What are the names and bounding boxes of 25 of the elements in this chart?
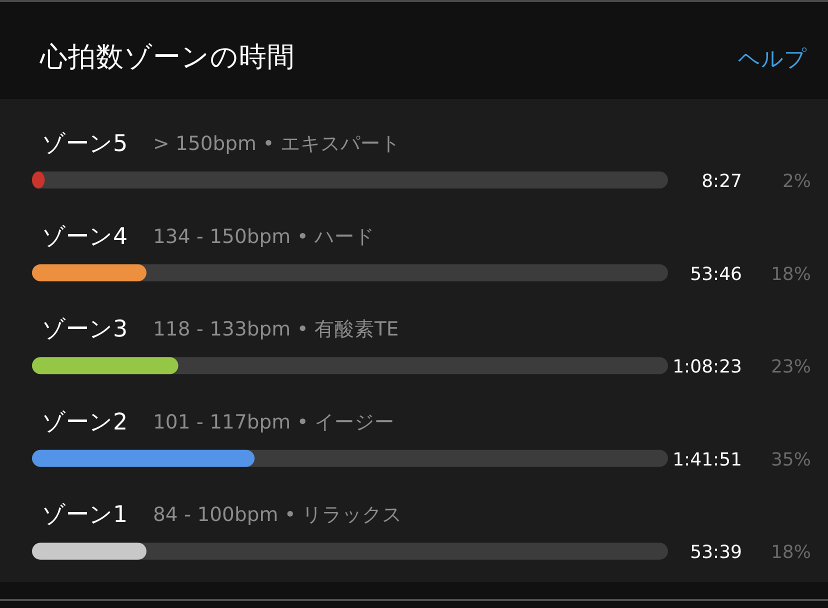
- data-label: 2%: [782, 171, 811, 192]
- y-tick-label: ゾーン5: [42, 131, 128, 157]
- bar: [32, 264, 146, 282]
- y-tick-label: ゾーン3: [42, 316, 128, 343]
- annotation: > 150bpm • エキスパート: [153, 132, 400, 155]
- y-tick-label: ゾーン1: [42, 502, 128, 528]
- annotation: 118 - 133bpm • 有酸素TE: [153, 318, 399, 341]
- data-label: 18%: [770, 542, 811, 564]
- annotation: 134 - 150bpm • ハード: [153, 224, 375, 248]
- text: 1:08:23: [672, 356, 742, 378]
- text: 53:46: [690, 264, 742, 285]
- text: 53:39: [690, 542, 742, 564]
- annotation: 84 - 100bpm • リラックス: [153, 503, 402, 526]
- annotation: 101 - 117bpm • イージー: [153, 410, 395, 434]
- data-label: 23%: [770, 356, 811, 378]
- text: 8:27: [702, 171, 742, 192]
- bar: [32, 542, 146, 560]
- y-tick-label: ゾーン2: [42, 409, 128, 436]
- text: ヘルプ: [738, 47, 807, 72]
- chart-title: 心拍数ゾーンの時間: [39, 41, 295, 73]
- bar: [32, 357, 178, 374]
- data-label: 18%: [770, 264, 811, 285]
- text: 1:41:51: [672, 449, 742, 470]
- data-label: 35%: [770, 449, 811, 470]
- y-tick-label: ゾーン4: [42, 224, 128, 250]
